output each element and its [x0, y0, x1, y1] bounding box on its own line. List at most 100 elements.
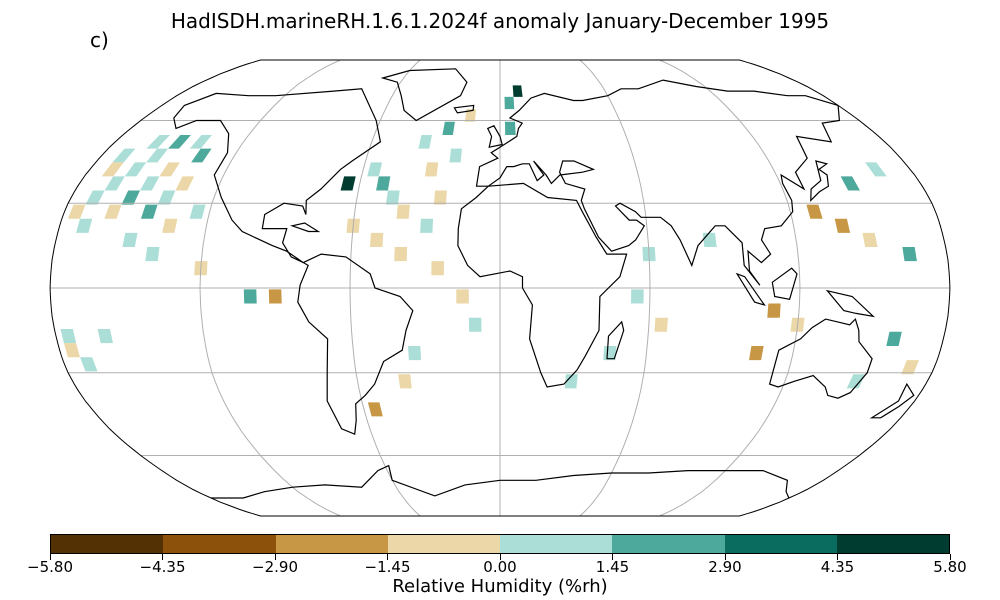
anomaly-cell [886, 331, 902, 346]
anomaly-cell [456, 289, 469, 304]
anomaly-cell [702, 232, 717, 247]
colorbar-label: Relative Humidity (%rh) [392, 576, 608, 597]
colorbar [50, 534, 950, 554]
coastline-new-guinea [825, 289, 876, 318]
anomaly-cell [122, 232, 138, 247]
coastlines [173, 68, 915, 499]
anomaly-cell [433, 190, 447, 205]
anomaly-cell [468, 317, 482, 332]
anomaly-cell [504, 96, 515, 110]
anomaly-cell [418, 135, 432, 149]
anomaly-cell [654, 317, 668, 332]
anomaly-cell [464, 109, 477, 122]
world-map [49, 59, 951, 517]
anomaly-cell [80, 357, 98, 372]
anomaly-cell [901, 360, 919, 375]
anomaly-cell [442, 121, 455, 135]
colorbar-tick-mark [724, 554, 726, 560]
colorbar-tick-label: −5.80 [27, 558, 73, 576]
colorbar-segment [275, 535, 388, 553]
anomaly-cell [376, 176, 391, 191]
map-title: HadISDH.marineRH.1.6.1.2024f anomaly Jan… [170, 9, 830, 33]
anomaly-cell [121, 190, 140, 205]
coastline-madagascar [606, 320, 625, 360]
anomaly-cell [104, 204, 122, 219]
anomaly-cell [140, 176, 160, 191]
anomaly-cell [370, 232, 384, 247]
anomaly-cell [367, 402, 383, 417]
anomaly-cell [431, 261, 444, 276]
colorbar-tick-mark [949, 554, 951, 560]
anomaly-cell [101, 162, 124, 177]
anomaly-cell [398, 374, 412, 389]
coastline-africa [457, 182, 628, 388]
colorbar-tick-label: −4.35 [139, 558, 186, 576]
anomaly-cell [367, 162, 383, 177]
anomaly-cell [159, 162, 180, 177]
colorbar-tick-mark [274, 554, 276, 560]
colorbar-tick-label: 0.00 [483, 558, 517, 576]
colorbar-tick-mark [162, 554, 163, 560]
coastline-iceland [453, 104, 475, 114]
anomaly-cell [806, 204, 823, 219]
coastline-eurasia [475, 79, 841, 286]
anomaly-cell [767, 303, 781, 318]
colorbar-tick-mark [387, 554, 388, 560]
anomaly-cell [512, 85, 523, 97]
anomaly-cell [85, 190, 105, 205]
anomaly-cells-layer [60, 85, 919, 417]
colorbar-tick-label: −1.45 [364, 558, 411, 576]
anomaly-cell [63, 343, 80, 358]
anomaly-cell [243, 289, 257, 304]
anomaly-cell [749, 346, 764, 361]
anomaly-cell [385, 190, 400, 205]
coastline-north-america [173, 88, 382, 264]
coastline-borneo [771, 267, 798, 300]
coastline-antarctica [211, 464, 790, 499]
anomaly-cell [175, 176, 195, 191]
coastline-australia [768, 317, 873, 399]
anomaly-cell [140, 204, 158, 219]
anomaly-cell [168, 135, 191, 149]
colorbar-segment [387, 535, 500, 553]
anomaly-cell [67, 204, 86, 219]
anomaly-cell [425, 162, 439, 177]
anomaly-cell [191, 148, 212, 163]
anomaly-cell [76, 218, 93, 233]
anomaly-cell [420, 218, 434, 233]
anomaly-cell [146, 135, 170, 149]
coastline-new-zealand [869, 382, 915, 419]
coastline-uk [486, 125, 503, 148]
colorbar-tick-label: 1.45 [595, 558, 630, 576]
anomaly-cell [124, 162, 147, 177]
coastline-sumatra [735, 272, 766, 307]
anomaly-cell [394, 247, 408, 262]
anomaly-cell [104, 176, 125, 191]
colorbar-tick-mark [612, 554, 613, 560]
anomaly-cell [846, 374, 866, 389]
colorbar-tick-mark [837, 554, 838, 560]
colorbar-segment [500, 535, 613, 553]
anomaly-cell [902, 247, 917, 262]
anomaly-cell [157, 190, 176, 205]
colorbar-segment [836, 535, 949, 553]
graticule [50, 59, 950, 517]
colorbar-tick-label: 4.35 [820, 558, 855, 576]
coastline-greenland [380, 68, 468, 122]
coastline-japan [810, 160, 830, 202]
anomaly-cell [408, 346, 422, 361]
anomaly-cell [865, 162, 887, 177]
colorbar-segment [724, 535, 837, 553]
anomaly-cell [862, 232, 878, 247]
anomaly-cell [146, 148, 169, 163]
map-boundary [49, 59, 951, 517]
anomaly-cell [631, 289, 644, 304]
colorbar-tick-label: −2.90 [252, 558, 298, 576]
anomaly-cell [840, 176, 860, 191]
anomaly-cell [268, 289, 282, 304]
anomaly-cell [145, 247, 160, 262]
colorbar-segment [163, 535, 276, 553]
coastline-south-america [297, 253, 414, 436]
colorbar-tick-label: 2.90 [708, 558, 742, 576]
colorbar-segment [51, 535, 164, 553]
